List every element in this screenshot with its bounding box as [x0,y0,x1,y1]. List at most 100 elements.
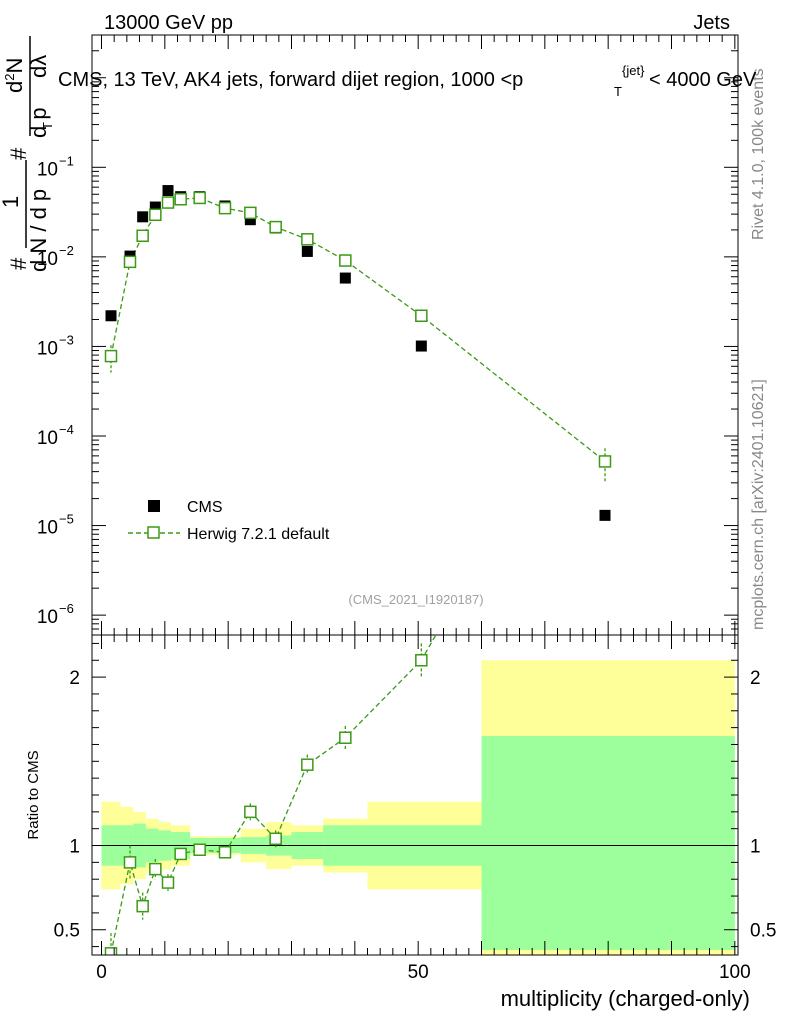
ratio-y-tick-label-right: 1 [750,837,761,858]
cms-point [339,272,351,284]
herwig-point [149,208,162,222]
main-y-tick-label: 10 [37,428,58,449]
legend-cms-marker [148,500,160,512]
herwig-point [174,192,187,206]
cms-point [149,201,161,213]
main-y-tick-exponent: −3 [59,332,74,347]
main-y-axis-label: # 1 d N / d p T # d2N d p dλ [0,36,55,272]
ratio-herwig-point [600,335,611,346]
ratio-y-tick-label-left: 0.5 [54,921,80,942]
herwig-point [161,196,175,209]
main-y-tick-exponent: −2 [59,243,74,258]
cms-point [105,310,117,322]
main-y-tick-labels: 10−110−210−310−410−510−6 [37,153,74,628]
ratio-uncertainty-bands [101,660,735,955]
chart-title-main: CMS, 13 TeV, AK4 jets, forward dijet reg… [58,69,523,91]
herwig-point [269,220,282,234]
ratio-herwig-point [218,846,232,859]
herwig-point [244,206,257,220]
cms-point [244,214,256,226]
category-label: Jets [693,12,730,34]
ratio-herwig-point [123,856,137,869]
ratio-panel: 0.5 0.5 1 1 2 2 0 50 100 Ratio to CMS multiplici… [25,335,777,1011]
ratio-y-tick-label-right: 2 [750,668,761,689]
ratio-herwig-point [174,847,187,861]
ratio-herwig-point [339,731,352,744]
analysis-watermark: (CMS_2021_I1920187) [348,592,483,607]
herwig-point [415,309,428,323]
herwig-point [136,229,149,243]
ratio-axis-ticks [92,635,738,955]
ylabel-frac1-num: 1 [0,196,23,208]
main-frame [91,34,739,636]
main-y-tick-exponent: −1 [59,153,74,168]
cms-point [137,211,149,223]
herwig-point [218,201,232,215]
ratio-herwig-point [136,899,149,913]
legend-cms-label: CMS [187,499,223,516]
ylabel-dlambda: dλ [26,55,51,78]
chart-title-tail: < 4000 GeV [649,69,757,91]
rivet-version-label: Rivet 4.1.0, 100k events [750,68,767,240]
x-tick-label: 100 [719,962,751,983]
ratio-herwig-point [104,947,118,955]
ratio-herwig-point [269,832,282,846]
ylabel-frac1-den: d N / d p [26,189,51,272]
ylabel-hash-2: # [6,147,31,160]
main-y-tick-exponent: −5 [59,512,74,527]
cms-point [415,340,427,352]
ratio-herwig-point [301,758,314,771]
main-y-tick-exponent: −4 [59,422,74,437]
ylabel-sup-2: 2 [2,74,17,81]
herwig-point [339,254,352,267]
main-panel: 10−110−210−310−410−510−6 CMS, 13 TeV, AK… [0,34,757,636]
x-axis-label: multiplicity (charged-only) [501,986,750,1011]
legend: CMS Herwig 7.2.1 default [128,499,330,543]
ratio-y-tick-label-right: 0.5 [750,921,776,942]
main-y-tick-label: 10 [37,607,58,628]
ratio-frame [91,634,739,956]
ylabel-frac2-num: d2N [2,58,27,93]
main-series [104,185,612,521]
herwig-point [598,455,612,468]
herwig-point [193,191,206,205]
main-y-tick-label: 10 [37,338,58,359]
ratio-herwig-point [161,876,175,889]
ratio-herwig-point [415,654,428,667]
x-tick-label: 50 [408,962,429,983]
chart-title-subscript: T [614,84,622,99]
main-axis-ticks [92,34,738,636]
ratio-y-tick-label-left: 1 [69,837,80,858]
ratio-y-axis-label: Ratio to CMS [25,750,42,839]
cms-point [301,245,313,257]
chart-title: CMS, 13 TeV, AK4 jets, forward dijet reg… [58,69,523,91]
ratio-inner-band [481,736,735,950]
ylabel-frac2-den: d p [26,107,51,138]
ratio-series [104,335,611,955]
ylabel-n: N [2,58,27,74]
mcplots-label: mcplots.cern.ch [arXiv:2401.10621] [750,379,767,630]
chart-title-superscript: {jet} [622,63,645,78]
x-tick-label: 0 [96,962,107,983]
cms-point [162,185,174,197]
main-y-tick-exponent: −6 [59,601,74,616]
cms-point [599,509,611,521]
main-y-tick-label: 10 [37,249,58,270]
beam-label: 13000 GeV pp [104,12,233,34]
ylabel-d: d [2,81,27,93]
ratio-herwig-point [244,805,257,819]
ratio-herwig-point [193,843,206,856]
ylabel-sub-t-1: T [40,122,55,130]
ratio-y-tick-label-left: 2 [69,668,80,689]
ylabel-hash-1: # [6,257,31,270]
herwig-point [104,349,118,363]
herwig-point [123,255,137,269]
main-y-tick-label: 10 [37,518,58,539]
legend-herwig-marker [147,526,160,539]
main-y-tick-label: 10 [37,159,58,180]
ratio-tick-labels: 0.5 0.5 1 1 2 2 0 50 100 [54,668,777,983]
ratio-herwig-point [149,862,162,876]
herwig-point [301,233,314,246]
herwig-line [110,197,606,462]
